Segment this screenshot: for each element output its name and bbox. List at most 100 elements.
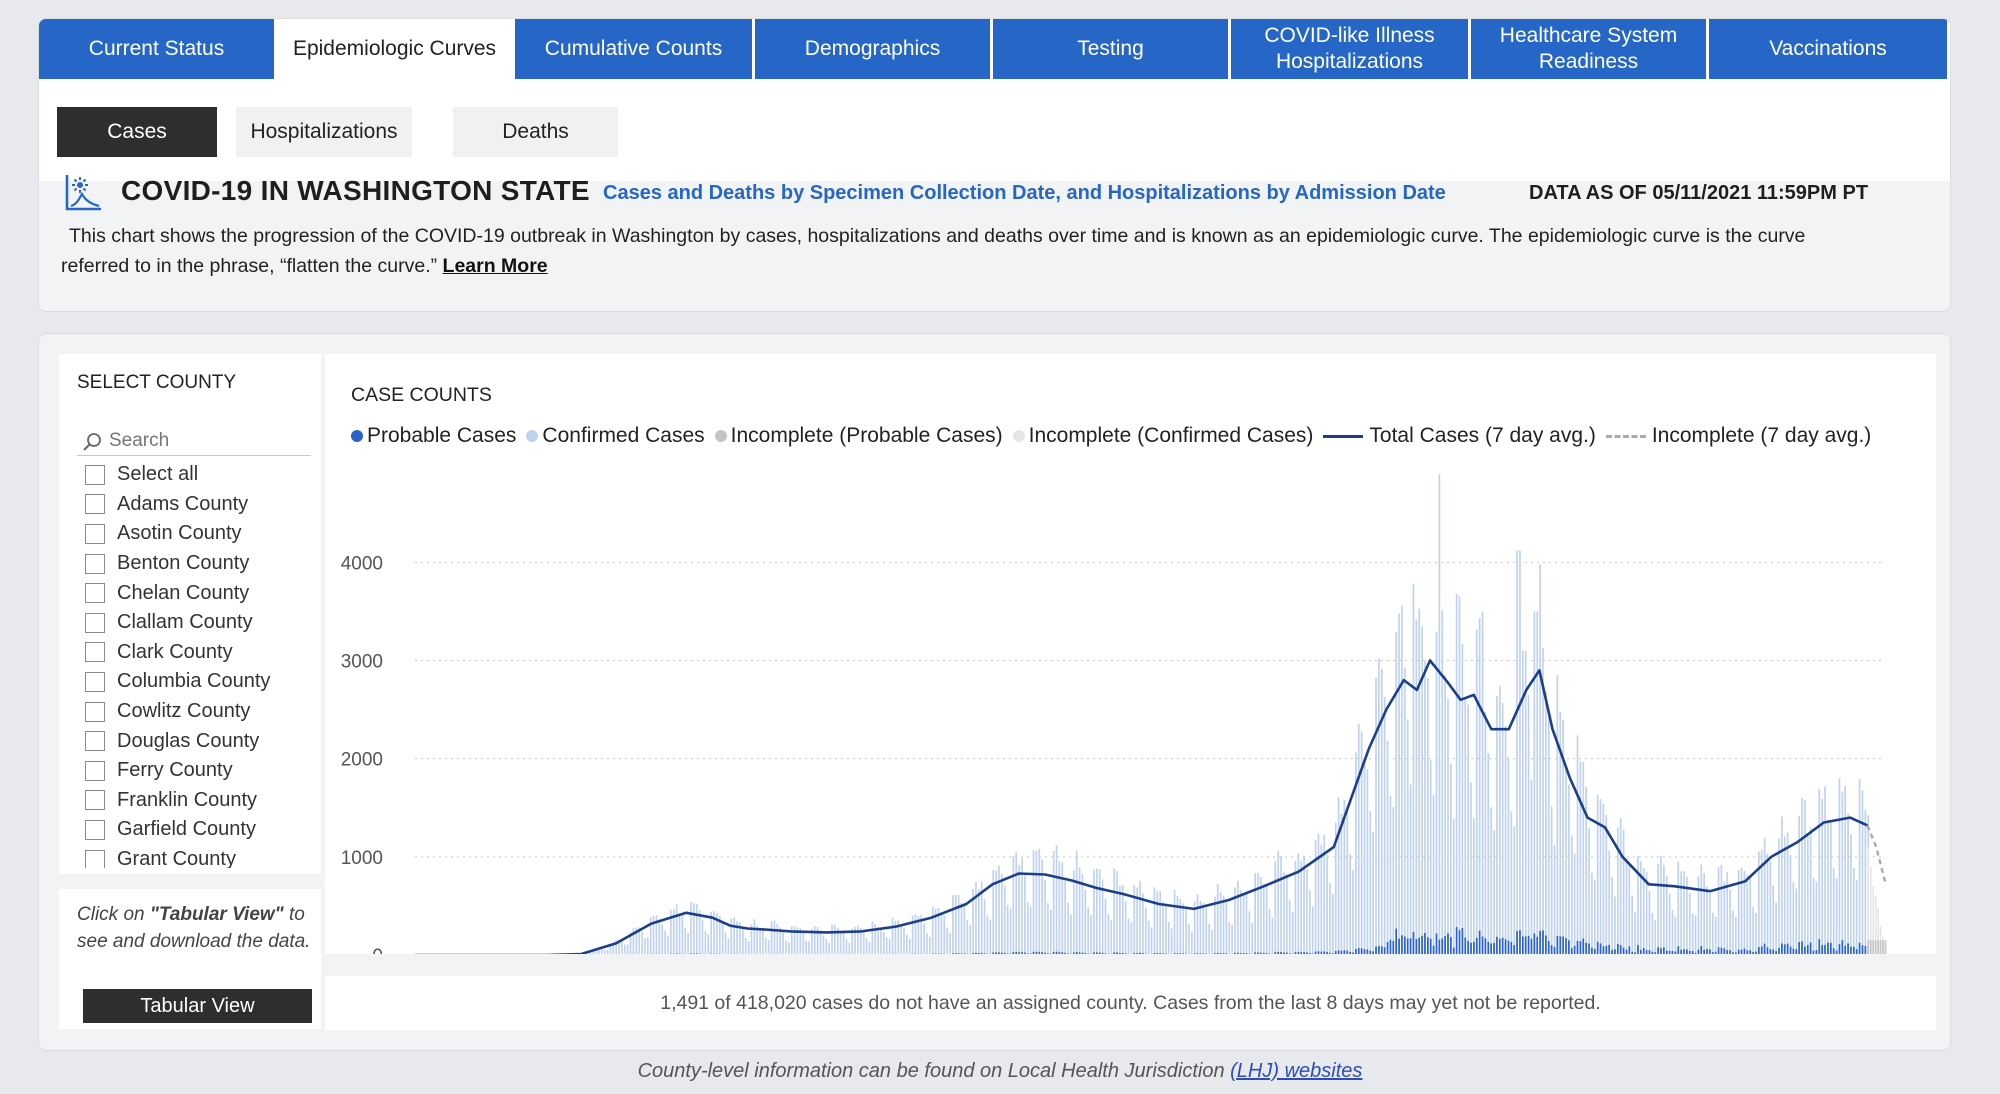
county-checkbox[interactable] xyxy=(85,553,105,574)
confirmed-bar xyxy=(716,912,718,954)
county-item[interactable]: Cowlitz County xyxy=(77,697,311,727)
probable-bar xyxy=(1096,952,1098,954)
county-item[interactable]: Franklin County xyxy=(77,786,311,816)
probable-bar xyxy=(1763,943,1766,954)
legend-item[interactable]: Probable Cases xyxy=(351,424,516,448)
confirmed-bar xyxy=(1162,901,1164,954)
header-card: Current Status Epidemiologic Curves Cumula… xyxy=(38,18,1951,312)
county-checkbox[interactable] xyxy=(85,790,105,811)
legend-marker xyxy=(526,430,539,442)
tab-covid-like-illness-hospitalizations[interactable]: COVID-like Illness Hospitalizations xyxy=(1231,19,1471,79)
lhj-websites-link[interactable]: (LHJ) websites xyxy=(1230,1060,1363,1082)
county-checkbox[interactable] xyxy=(85,523,105,544)
subtab-cases[interactable]: Cases xyxy=(57,107,217,157)
probable-bar xyxy=(1680,949,1682,954)
probable-bar xyxy=(1711,952,1714,954)
probable-bar xyxy=(1691,951,1694,954)
confirmed-bar xyxy=(1835,878,1838,954)
legend-item[interactable]: Total Cases (7 day avg.) xyxy=(1323,424,1596,448)
legend-item[interactable]: Incomplete (Confirmed Cases) xyxy=(1012,424,1313,448)
confirmed-bar xyxy=(1119,885,1121,954)
county-item[interactable]: Adams County xyxy=(77,490,311,520)
legend-label: Probable Cases xyxy=(367,424,517,447)
confirmed-bar xyxy=(629,932,632,954)
subtabs: Cases Hospitalizations Deaths xyxy=(39,79,1950,181)
confirmed-bar xyxy=(998,865,1000,954)
county-item[interactable]: Ferry County xyxy=(77,756,311,786)
tab-healthcare-system-readiness[interactable]: Healthcare System Readiness xyxy=(1471,19,1709,79)
confirmed-bar xyxy=(1225,899,1228,954)
confirmed-bar xyxy=(1792,882,1795,954)
probable-bar xyxy=(1285,952,1288,954)
confirmed-bar xyxy=(1588,827,1590,954)
confirmed-bar xyxy=(1067,902,1069,954)
unassigned-note: 1,491 of 418,020 cases do not have an as… xyxy=(325,976,1936,1030)
probable-bar xyxy=(1058,952,1061,954)
probable-bar xyxy=(1516,931,1518,954)
incomplete-confirmed-bar xyxy=(1867,847,1870,954)
tab-cumulative-counts[interactable]: Cumulative Counts xyxy=(515,19,755,79)
confirmed-bar xyxy=(1677,861,1680,954)
tab-vaccinations[interactable]: Vaccinations xyxy=(1709,19,1947,79)
county-checkbox[interactable] xyxy=(85,642,105,663)
county-item[interactable]: Select all xyxy=(77,460,311,490)
county-item[interactable]: Columbia County xyxy=(77,667,311,697)
county-checkbox[interactable] xyxy=(85,612,105,633)
county-checkbox[interactable] xyxy=(85,819,105,840)
county-item[interactable]: Clark County xyxy=(77,638,311,668)
probable-bar xyxy=(972,953,974,954)
county-checkbox[interactable] xyxy=(85,849,105,868)
confirmed-bar xyxy=(1378,658,1380,954)
tabular-view-button[interactable]: Tabular View xyxy=(83,989,312,1023)
county-item[interactable]: Benton County xyxy=(77,549,311,579)
tab-current-status[interactable]: Current Status xyxy=(39,19,277,79)
county-item[interactable]: Douglas County xyxy=(77,726,311,756)
county-item[interactable]: Chelan County xyxy=(77,578,311,608)
confirmed-bar xyxy=(1481,611,1484,954)
confirmed-bar xyxy=(1691,913,1694,954)
county-search-input[interactable] xyxy=(109,428,299,454)
county-checkbox[interactable] xyxy=(85,760,105,781)
legend-item[interactable]: Confirmed Cases xyxy=(526,424,705,448)
confirmed-bar xyxy=(1683,871,1685,954)
learn-more-link[interactable]: Learn More xyxy=(442,255,548,277)
county-checkbox[interactable] xyxy=(85,464,105,485)
tab-testing[interactable]: Testing xyxy=(993,19,1231,79)
confirmed-bar xyxy=(1737,870,1740,954)
county-item[interactable]: Grant County xyxy=(77,845,311,868)
confirmed-bar xyxy=(1717,867,1720,954)
probable-bar xyxy=(1093,952,1095,954)
county-checkbox[interactable] xyxy=(85,494,105,515)
probable-bar xyxy=(1749,950,1752,954)
probable-bar xyxy=(1386,942,1389,954)
confirmed-bar xyxy=(1660,856,1662,954)
confirmed-bar xyxy=(1634,912,1636,954)
confirmed-bar xyxy=(1838,778,1841,954)
tab-epidemiologic-curves[interactable]: Epidemiologic Curves xyxy=(277,19,515,79)
county-item[interactable]: Clallam County xyxy=(77,608,311,638)
confirmed-bar xyxy=(1812,878,1815,954)
confirmed-bar xyxy=(983,899,986,954)
confirmed-bar xyxy=(707,934,710,954)
probable-bar xyxy=(1818,939,1821,954)
confirmed-bar xyxy=(799,928,802,954)
probable-bar xyxy=(1524,936,1527,954)
county-checkbox[interactable] xyxy=(85,671,105,692)
probable-bar xyxy=(1665,950,1668,954)
tab-demographics[interactable]: Demographics xyxy=(755,19,993,79)
subtab-hospitalizations[interactable]: Hospitalizations xyxy=(236,107,412,157)
legend-item[interactable]: Incomplete (7 day avg.) xyxy=(1605,424,1871,448)
subtab-deaths[interactable]: Deaths xyxy=(453,107,618,157)
county-checkbox[interactable] xyxy=(85,731,105,752)
county-checkbox[interactable] xyxy=(85,701,105,722)
county-checkbox[interactable] xyxy=(85,583,105,604)
confirmed-bar xyxy=(1087,907,1090,954)
confirmed-bar xyxy=(609,943,612,954)
confirmed-bar xyxy=(1671,910,1674,954)
confirmed-bar xyxy=(1156,891,1159,954)
legend-item[interactable]: Incomplete (Probable Cases) xyxy=(714,424,1003,448)
confirmed-bar xyxy=(1185,906,1187,954)
probable-bar xyxy=(957,953,960,954)
county-item[interactable]: Garfield County xyxy=(77,815,311,845)
county-item[interactable]: Asotin County xyxy=(77,519,311,549)
